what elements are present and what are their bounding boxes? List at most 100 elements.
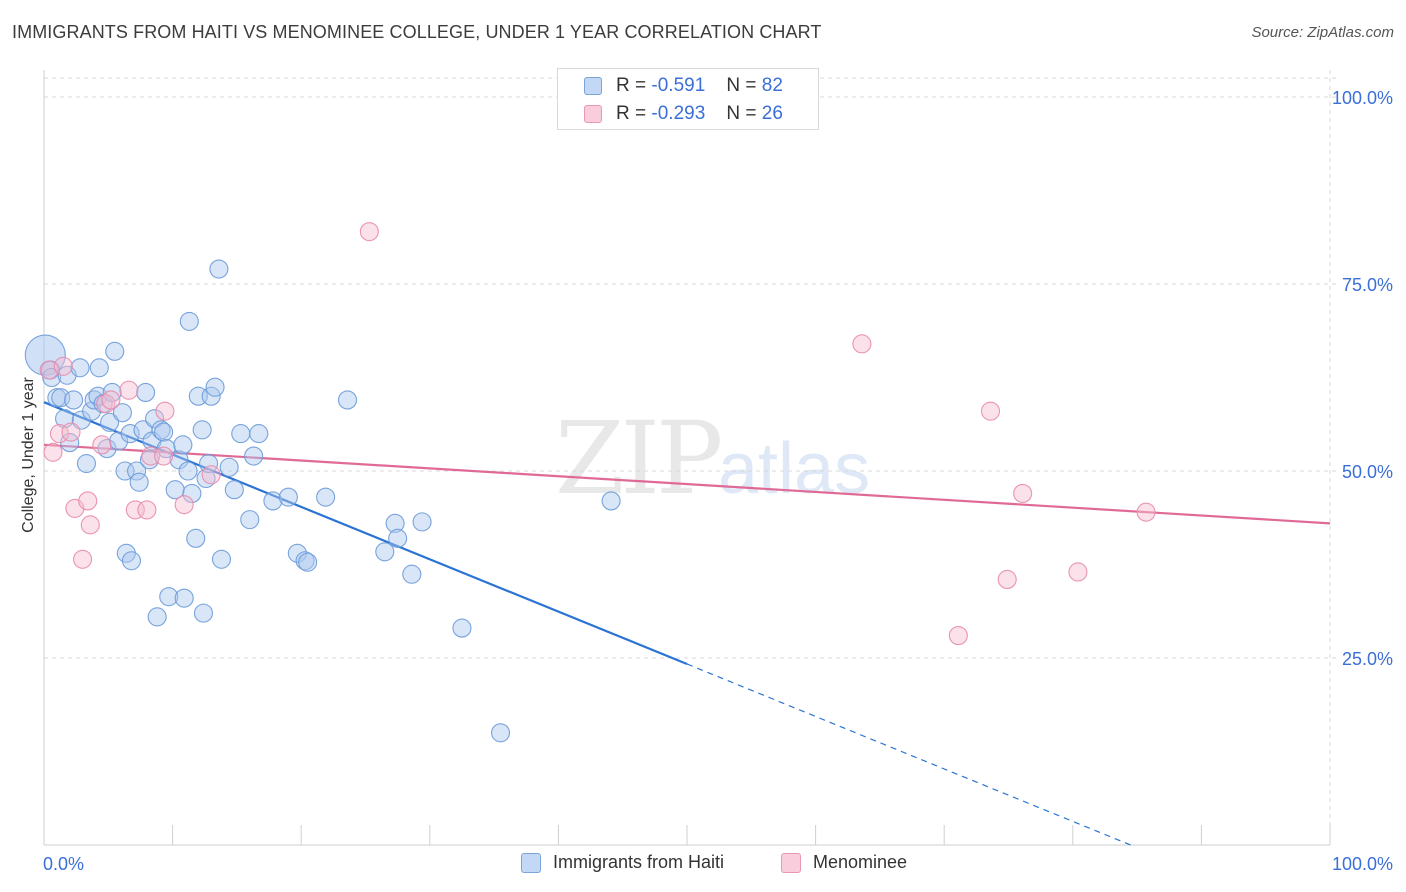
point-haiti (115, 461, 135, 481)
point-haiti (136, 382, 156, 403)
point-haiti (244, 446, 264, 466)
point-haiti (70, 358, 90, 378)
legend-label-haiti: Immigrants from Haiti (553, 852, 725, 872)
point-menominee (61, 422, 81, 442)
point-menominee (119, 380, 139, 400)
point-menominee (948, 626, 968, 646)
point-menominee (997, 569, 1017, 590)
point-menominee (78, 491, 98, 511)
point-menominee (53, 356, 73, 376)
axes (43, 70, 1331, 846)
point-haiti (601, 491, 621, 511)
x-tick-label: 100.0% (1332, 854, 1393, 874)
point-menominee (174, 495, 194, 515)
point-haiti (385, 513, 405, 533)
point-haiti (179, 311, 199, 331)
point-haiti (151, 420, 171, 440)
point-haiti (388, 528, 408, 548)
point-haiti (120, 424, 140, 444)
trend-lines (43, 401, 1331, 846)
point-haiti (178, 461, 198, 481)
legend-swatch-haiti (584, 77, 602, 95)
point-haiti (231, 424, 251, 444)
point-haiti (211, 549, 232, 569)
legend-item-haiti: Immigrants from Haiti (521, 852, 724, 873)
point-haiti (182, 483, 202, 503)
legend-r-value: -0.591 (651, 75, 706, 96)
legend-n-label: N = (726, 75, 757, 96)
point-haiti (154, 422, 174, 442)
point-haiti (219, 457, 239, 477)
point-menominee (96, 394, 116, 414)
legend-r-label: R = (616, 103, 647, 124)
point-haiti (174, 588, 194, 608)
point-haiti (337, 390, 358, 410)
legend-swatch-haiti (521, 852, 541, 873)
point-menominee (80, 515, 100, 535)
point-haiti (412, 512, 432, 532)
point-haiti (129, 472, 149, 492)
point-haiti (278, 487, 298, 507)
legend-row-menominee: R = -0.293 N = 26 (584, 101, 783, 127)
watermark-atlas: atlas (718, 429, 871, 509)
point-haiti (147, 607, 167, 627)
point-haiti (24, 334, 66, 376)
y-tick-label: 25.0% (1342, 649, 1393, 669)
point-haiti (76, 453, 96, 474)
y-tick-label: 100.0% (1332, 88, 1393, 108)
trend-line-haiti (43, 401, 688, 666)
point-haiti (100, 412, 120, 432)
trend-line-haiti-extension (686, 663, 1131, 846)
point-haiti (205, 377, 225, 397)
data-points (24, 222, 1156, 743)
point-haiti (193, 603, 214, 623)
point-haiti (145, 409, 165, 429)
point-menominee (980, 401, 1001, 421)
point-haiti (316, 487, 336, 507)
point-haiti (42, 367, 62, 388)
series-legend: Immigrants from Haiti Menominee (0, 852, 1406, 876)
y-tick-label: 50.0% (1342, 462, 1393, 482)
point-haiti (186, 528, 206, 548)
point-haiti (402, 564, 422, 584)
point-haiti (89, 358, 109, 378)
point-menominee (154, 446, 174, 466)
point-haiti (199, 453, 219, 474)
point-haiti (263, 491, 283, 511)
point-haiti (209, 259, 229, 279)
x-tick-label: 0.0% (43, 854, 84, 874)
legend-r-value: -0.293 (651, 103, 706, 124)
legend-swatch-menominee (781, 852, 801, 873)
point-menominee (101, 390, 121, 410)
point-menominee (852, 334, 872, 354)
point-haiti (64, 390, 84, 410)
y-tick-label: 75.0% (1342, 275, 1393, 295)
point-menominee (73, 549, 93, 569)
legend-label-menominee: Menominee (813, 852, 908, 872)
chart-title: IMMIGRANTS FROM HAITI VS MENOMINEE COLLE… (12, 22, 822, 42)
source-label: Source: ZipAtlas.com (1251, 24, 1394, 41)
point-menominee (137, 500, 157, 520)
tick-labels: 25.0% 50.0% 75.0% 100.0% 0.0% 100.0% (43, 88, 1393, 874)
point-haiti (196, 468, 216, 489)
legend-n-label: N = (726, 103, 757, 124)
point-haiti (375, 542, 395, 562)
legend-swatch-menominee (584, 105, 602, 123)
legend-n-value: 26 (761, 103, 783, 124)
point-haiti (112, 403, 132, 423)
legend-n-value: 82 (761, 75, 783, 96)
point-haiti (452, 618, 472, 638)
point-menominee (359, 222, 379, 242)
point-menominee (39, 360, 59, 380)
point-menominee (92, 435, 112, 455)
trend-line-menominee (43, 443, 1331, 525)
watermark-zip: ZIP (555, 400, 723, 517)
point-haiti (490, 723, 511, 743)
point-haiti (249, 424, 269, 444)
point-haiti (97, 439, 117, 459)
point-haiti (102, 382, 122, 403)
point-menominee (201, 465, 221, 485)
point-menominee (1068, 562, 1088, 582)
correlation-legend: R = -0.591 N = 82 R = -0.293 N = 26 (557, 68, 819, 130)
legend-row-haiti: R = -0.591 N = 82 (584, 73, 783, 99)
